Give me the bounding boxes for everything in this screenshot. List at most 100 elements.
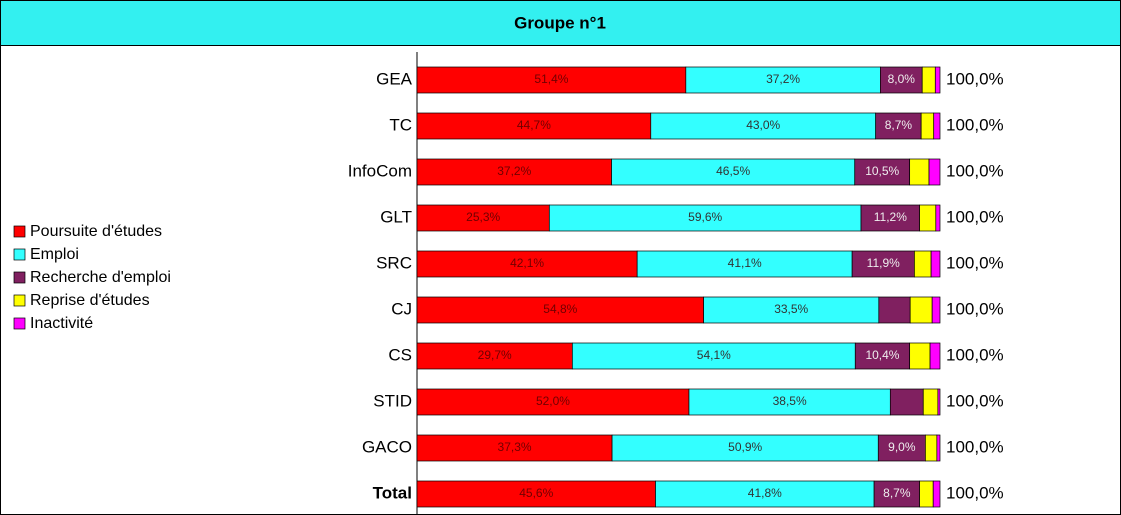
total-label: 100,0% bbox=[946, 299, 1004, 318]
bar-segment bbox=[416, 342, 573, 370]
total-label: 100,0% bbox=[946, 253, 1004, 272]
data-label: 29,7% bbox=[478, 348, 512, 362]
data-label: 54,8% bbox=[543, 302, 577, 316]
bar-segment bbox=[416, 388, 690, 416]
bar-segment bbox=[909, 296, 933, 324]
legend-swatch bbox=[13, 248, 26, 261]
y-tick-label: GACO bbox=[362, 437, 412, 456]
data-label: 25,3% bbox=[466, 210, 500, 224]
legend-label: Poursuite d'études bbox=[30, 223, 162, 240]
bar-segment bbox=[636, 250, 853, 278]
bar-segment bbox=[851, 250, 915, 278]
total-label: 100,0% bbox=[946, 69, 1004, 88]
data-label: 10,5% bbox=[865, 164, 899, 178]
data-label: 51,4% bbox=[534, 72, 568, 86]
data-label: 37,2% bbox=[766, 72, 800, 86]
bar-segment bbox=[934, 66, 941, 94]
bar-segment bbox=[925, 434, 938, 462]
y-tick-label: SRC bbox=[376, 253, 412, 272]
bar-segment bbox=[889, 388, 924, 416]
data-label: 8,7% bbox=[883, 486, 911, 500]
total-label: 100,0% bbox=[946, 207, 1004, 226]
bar-segment bbox=[933, 112, 941, 140]
y-tick-label: CS bbox=[388, 345, 412, 364]
bar-segment bbox=[937, 388, 941, 416]
data-label: 8,0% bbox=[888, 72, 916, 86]
bar-segment bbox=[416, 112, 652, 140]
bar-segment bbox=[416, 66, 687, 94]
data-label: 46,5% bbox=[716, 164, 750, 178]
total-label: 100,0% bbox=[946, 115, 1004, 134]
chart-title: Groupe n°1 bbox=[514, 13, 606, 32]
legend-label: Inactivité bbox=[30, 315, 93, 332]
data-label: 37,3% bbox=[498, 440, 532, 454]
y-tick-label: STID bbox=[373, 391, 412, 410]
bar-segment bbox=[703, 296, 880, 324]
data-label: 44,7% bbox=[517, 118, 551, 132]
bar-segment bbox=[416, 158, 612, 186]
total-label: 100,0% bbox=[946, 437, 1004, 456]
legend-swatch bbox=[13, 317, 26, 330]
bar-segment bbox=[416, 204, 550, 232]
total-label: 100,0% bbox=[946, 483, 1004, 502]
bar-segment bbox=[922, 388, 939, 416]
bar-segment bbox=[930, 250, 941, 278]
legend-swatch bbox=[13, 294, 26, 307]
y-tick-label: GEA bbox=[376, 69, 413, 88]
bar-segment bbox=[548, 204, 862, 232]
bar-segment bbox=[936, 434, 941, 462]
y-tick-label: Total bbox=[373, 483, 412, 502]
data-label: 11,9% bbox=[867, 256, 900, 270]
data-label: 33,5% bbox=[774, 302, 808, 316]
bar-segment bbox=[655, 480, 875, 508]
legend-label: Recherche d'emploi bbox=[30, 269, 171, 286]
bar-segment bbox=[935, 204, 941, 232]
bar-segment bbox=[919, 204, 937, 232]
data-label: 45,6% bbox=[519, 486, 553, 500]
bar-segment bbox=[878, 296, 911, 324]
data-label: 43,0% bbox=[746, 118, 780, 132]
data-label: 52,0% bbox=[536, 394, 570, 408]
bar-segment bbox=[932, 480, 941, 508]
total-label: 100,0% bbox=[946, 345, 1004, 364]
y-tick-label: GLT bbox=[380, 207, 412, 226]
bar-segment bbox=[919, 480, 934, 508]
data-label: 9,0% bbox=[888, 440, 916, 454]
bar-segment bbox=[909, 158, 930, 186]
bar-segment bbox=[877, 434, 926, 462]
bar-segment bbox=[860, 204, 920, 232]
data-label: 41,1% bbox=[728, 256, 762, 270]
bar-segment bbox=[611, 158, 856, 186]
bar-segment bbox=[920, 112, 935, 140]
bar-segment bbox=[931, 296, 941, 324]
bar-segment bbox=[416, 296, 704, 324]
total-label: 100,0% bbox=[946, 161, 1004, 180]
bar-segment bbox=[909, 342, 931, 370]
legend-label: Emploi bbox=[30, 246, 79, 263]
legend-swatch bbox=[13, 225, 26, 238]
bar-segment bbox=[688, 388, 891, 416]
data-label: 37,2% bbox=[497, 164, 531, 178]
y-tick-label: CJ bbox=[391, 299, 412, 318]
bar-segment bbox=[873, 480, 920, 508]
bar-segment bbox=[416, 434, 613, 462]
total-label: 100,0% bbox=[946, 391, 1004, 410]
data-label: 41,8% bbox=[748, 486, 782, 500]
bar-segment bbox=[611, 434, 879, 462]
legend-label: Reprise d'études bbox=[30, 292, 150, 309]
data-label: 10,4% bbox=[865, 348, 899, 362]
data-label: 50,9% bbox=[728, 440, 762, 454]
legend-swatch bbox=[13, 271, 26, 284]
bar-segment bbox=[416, 250, 638, 278]
bar-segment bbox=[928, 158, 941, 186]
data-label: 38,5% bbox=[773, 394, 807, 408]
title-bar bbox=[0, 0, 1121, 46]
data-label: 8,7% bbox=[885, 118, 913, 132]
data-label: 42,1% bbox=[510, 256, 544, 270]
bar-segment bbox=[914, 250, 932, 278]
data-label: 59,6% bbox=[688, 210, 722, 224]
y-tick-label: TC bbox=[389, 115, 412, 134]
data-label: 54,1% bbox=[697, 348, 731, 362]
bar-segment bbox=[416, 480, 656, 508]
